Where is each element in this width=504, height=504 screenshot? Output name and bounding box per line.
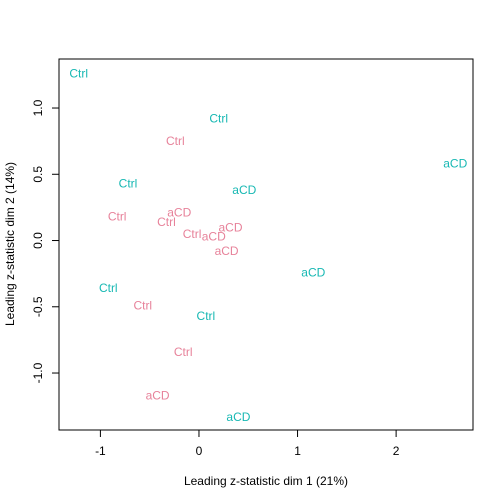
plot-area-frame — [58, 58, 474, 431]
data-point-label: Ctrl — [69, 67, 88, 81]
data-point-label: Ctrl — [119, 177, 138, 191]
x-axis: -1 0 1 2 — [95, 429, 400, 458]
x-tick-label: 0 — [196, 444, 203, 458]
y-tick-label: 0.5 — [31, 166, 45, 183]
data-point-label: aCD — [146, 389, 170, 403]
data-point-label: Ctrl — [209, 112, 228, 126]
data-point-label: aCD — [232, 183, 256, 197]
data-point-label: Ctrl — [166, 134, 185, 148]
data-point-label: aCD — [202, 230, 226, 244]
data-point-label: Ctrl — [197, 309, 216, 323]
data-point-label: Ctrl — [108, 210, 127, 224]
data-point-label: Ctrl — [99, 281, 118, 295]
y-tick-label: -1.0 — [31, 362, 45, 383]
data-point-label: Ctrl — [157, 215, 176, 229]
data-point-label: Ctrl — [174, 345, 193, 359]
y-tick-label: 1.0 — [31, 99, 45, 116]
data-point-label: aCD — [219, 220, 243, 234]
data-point-label: Ctrl — [133, 298, 152, 312]
y-axis: -1.0 -0.5 0.0 0.5 1.0 — [31, 99, 60, 383]
y-axis-title: Leading z-statistic dim 2 (14%) — [3, 162, 17, 326]
x-tick-label: 2 — [393, 444, 400, 458]
data-point-label: Ctrl — [183, 227, 202, 241]
y-tick-label: -0.5 — [31, 296, 45, 317]
data-point-label: aCD — [215, 244, 239, 258]
y-tick-label: 0.0 — [31, 232, 45, 249]
x-tick-label: -1 — [95, 444, 106, 458]
data-point-label: aCD — [443, 157, 467, 171]
data-point-label: aCD — [167, 206, 191, 220]
x-axis-title: Leading z-statistic dim 1 (21%) — [184, 474, 348, 488]
data-point-label: aCD — [226, 410, 250, 424]
data-point-label: aCD — [301, 265, 325, 279]
x-tick-label: 1 — [294, 444, 301, 458]
